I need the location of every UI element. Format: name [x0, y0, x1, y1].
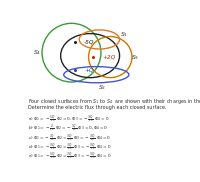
Text: +2Q: +2Q: [102, 55, 116, 60]
Text: -5Q: -5Q: [84, 40, 94, 45]
Text: +Q: +Q: [84, 68, 93, 73]
Text: $S_3$: $S_3$: [131, 53, 139, 62]
Text: Determine the electric flux through each closed surface.: Determine the electric flux through each…: [28, 105, 167, 110]
Text: c) $\Phi_1 = -\frac{3Q}{\varepsilon_0}, \Phi_2 = \frac{3Q}{\varepsilon_0}, \Phi_: c) $\Phi_1 = -\frac{3Q}{\varepsilon_0}, …: [28, 132, 111, 144]
Text: Four closed surfaces from $S_1$ to $S_4$  are shown with their charges in the fi: Four closed surfaces from $S_1$ to $S_4$…: [28, 97, 200, 106]
Text: $S_4$: $S_4$: [33, 48, 42, 57]
Text: e) $\Phi_1 = -\frac{5Q}{\varepsilon_0}, \Phi_2 = \frac{3Q}{\varepsilon_0}, \Phi_: e) $\Phi_1 = -\frac{5Q}{\varepsilon_0}, …: [28, 151, 112, 162]
Text: $S_1$: $S_1$: [120, 30, 128, 39]
Text: b) $\Phi_1 = -\frac{2}{\varepsilon_0}, \Phi_2 = -\frac{3Q}{\varepsilon_0}, \Phi_: b) $\Phi_1 = -\frac{2}{\varepsilon_0}, \…: [28, 123, 108, 134]
Text: d) $\Phi_1 = -\frac{3Q}{\varepsilon_0}, \Phi_2 = \frac{3Q}{\varepsilon_0}, \Phi_: d) $\Phi_1 = -\frac{3Q}{\varepsilon_0}, …: [28, 141, 112, 153]
Text: a) $\Phi_1 = -\frac{5Q}{\varepsilon_0}, \Phi_2 = 0, \Phi_3 = -\frac{3Q}{\varepsi: a) $\Phi_1 = -\frac{5Q}{\varepsilon_0}, …: [28, 113, 110, 125]
Text: $S_2$: $S_2$: [98, 84, 107, 92]
